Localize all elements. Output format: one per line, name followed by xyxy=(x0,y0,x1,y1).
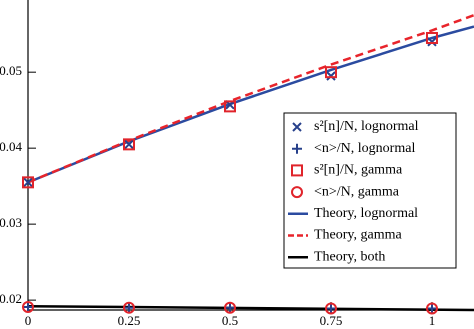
legend-label: <n>/N, gamma xyxy=(314,184,400,199)
legend-marker xyxy=(291,164,303,177)
legend-marker xyxy=(291,186,303,199)
marker-plus xyxy=(426,303,437,314)
legend-label: <n>/N, lognormal xyxy=(314,141,415,156)
marker-square xyxy=(122,138,135,151)
x-tick-label: 0.75 xyxy=(320,313,343,328)
legend-label: Theory, gamma xyxy=(314,228,403,243)
marker-square xyxy=(22,176,34,189)
y-tick-label: 0.03 xyxy=(0,215,22,230)
y-tick-label: 0.02 xyxy=(0,291,22,306)
legend: s²[n]/N, lognormal <n>/N, lognormal s²[n]/… xyxy=(283,112,457,269)
legend-box xyxy=(283,112,457,269)
marker-square xyxy=(324,66,337,79)
marker-circle xyxy=(122,301,135,314)
marker-plus xyxy=(23,301,33,312)
legend-label: Theory, lognormal xyxy=(314,206,418,221)
legend-marker xyxy=(292,143,302,154)
x-tick-label: 1 xyxy=(429,313,436,328)
legend-marker xyxy=(292,122,302,132)
marker-x xyxy=(23,177,33,188)
x-tick-label: 0 xyxy=(25,313,32,328)
legend-label: Theory, both xyxy=(314,249,385,264)
marker-square xyxy=(223,100,236,113)
theory-line xyxy=(27,304,474,312)
x-tick-label: 0.5 xyxy=(222,313,238,328)
theory-line xyxy=(27,25,474,184)
x-tick-label: 0.25 xyxy=(118,313,141,328)
marker-x xyxy=(326,71,336,81)
marker-x xyxy=(124,139,134,150)
theory-line xyxy=(27,14,474,184)
marker-square xyxy=(425,31,438,44)
marker-circle xyxy=(22,300,34,313)
marker-x xyxy=(427,37,437,47)
y-tick-label: 0.05 xyxy=(0,63,22,78)
marker-plus xyxy=(224,302,235,313)
legend-label: s²[n]/N, gamma xyxy=(314,163,403,178)
marker-plus xyxy=(123,302,134,313)
marker-plus xyxy=(325,303,336,314)
marker-circle xyxy=(324,302,337,315)
y-tick-label: 0.04 xyxy=(0,139,23,154)
marker-circle xyxy=(425,302,438,315)
marker-circle xyxy=(223,301,236,314)
legend-label: s²[n]/N, lognormal xyxy=(314,119,419,134)
